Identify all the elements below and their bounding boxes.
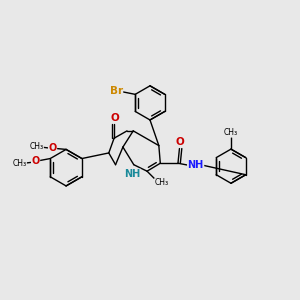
Text: CH₃: CH₃ xyxy=(30,142,44,151)
Text: O: O xyxy=(176,137,184,147)
Text: O: O xyxy=(110,112,119,123)
Text: CH₃: CH₃ xyxy=(13,159,27,168)
Text: O: O xyxy=(32,157,40,166)
Text: Br: Br xyxy=(110,86,123,96)
Text: NH: NH xyxy=(124,169,140,179)
Text: O: O xyxy=(48,143,57,153)
Text: NH: NH xyxy=(188,160,204,170)
Text: CH₃: CH₃ xyxy=(224,128,238,137)
Text: CH₃: CH₃ xyxy=(154,178,168,188)
